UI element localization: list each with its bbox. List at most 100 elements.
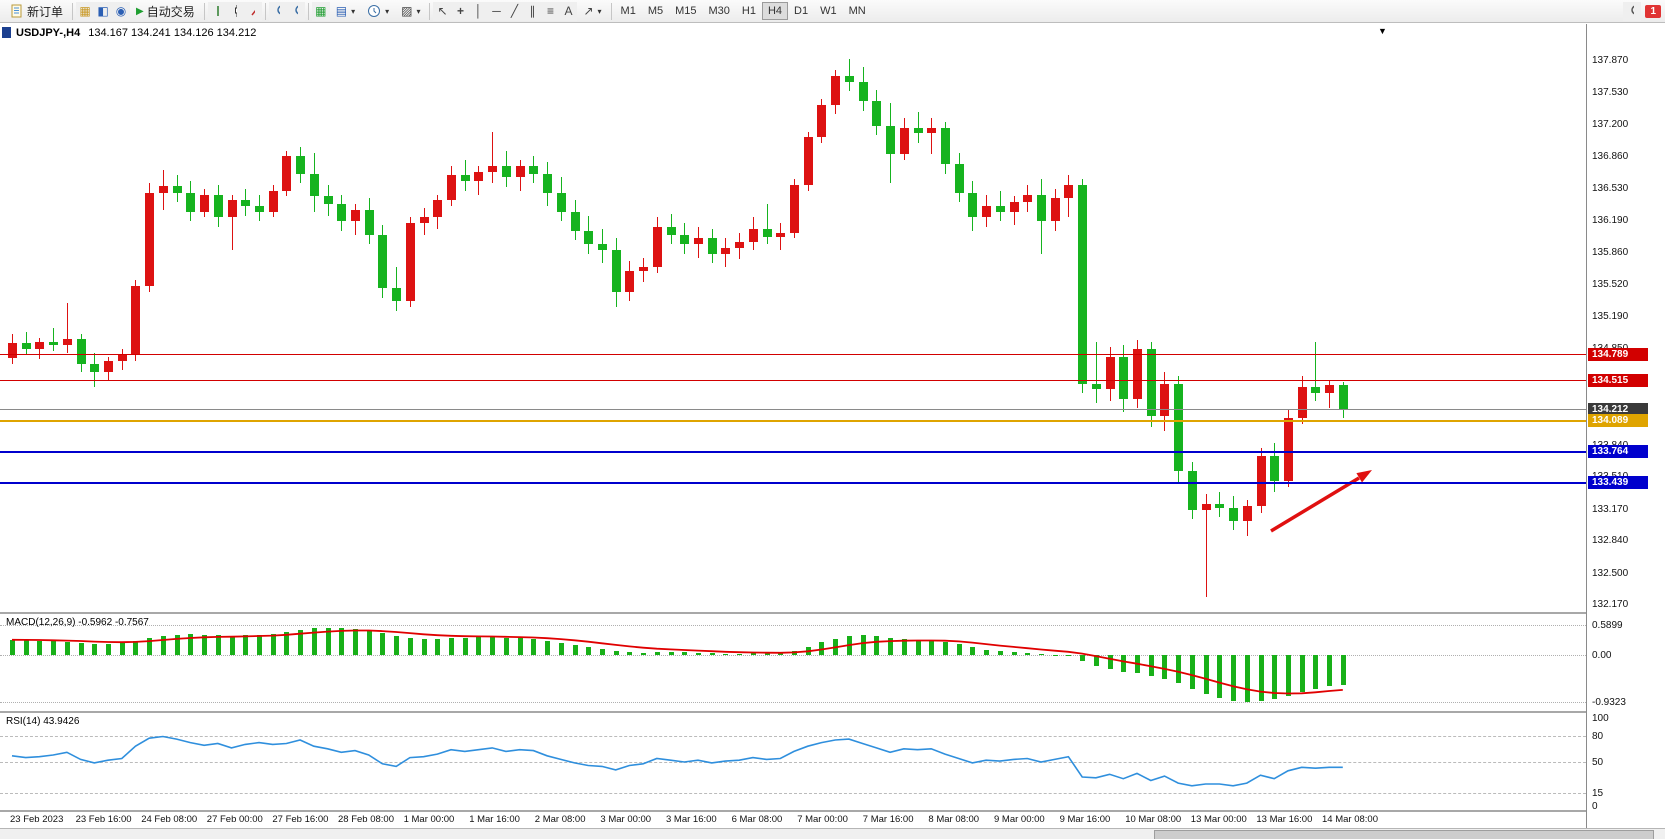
panel-divider[interactable] xyxy=(0,711,1665,713)
macd-histogram-bar xyxy=(188,634,194,655)
macd-histogram-bar xyxy=(709,653,715,655)
time-tick-label: 3 Mar 16:00 xyxy=(666,814,717,825)
panel-divider[interactable] xyxy=(0,612,1665,614)
candle-wick xyxy=(1205,494,1207,598)
candle-body xyxy=(968,192,978,218)
horizontal-level-line[interactable] xyxy=(0,450,1586,453)
data-window-button[interactable]: ◧ xyxy=(94,1,113,21)
navigator-button[interactable]: ◉ xyxy=(112,1,131,21)
candlestick-chart-button[interactable] xyxy=(225,1,244,21)
tile-windows-button[interactable]: ▦ xyxy=(311,1,330,21)
candle-body xyxy=(104,360,114,373)
trendline-button[interactable]: ╱ xyxy=(505,1,524,21)
fibonacci-button[interactable]: ≡ xyxy=(541,1,560,21)
horizontal-level-line[interactable] xyxy=(0,379,1586,381)
scrollbar-thumb[interactable] xyxy=(1154,830,1654,839)
line-chart-button[interactable] xyxy=(243,1,262,21)
macd-histogram-bar xyxy=(1272,655,1278,699)
price-tick-label: 133.170 xyxy=(1592,503,1629,515)
vertical-line-button[interactable]: │ xyxy=(469,1,488,21)
time-tick-label: 13 Mar 16:00 xyxy=(1256,814,1313,825)
auto-trading-play-icon: ▶ xyxy=(136,5,144,17)
rsi-axis-label: 0 xyxy=(1592,801,1598,812)
timeframe-m5[interactable]: M5 xyxy=(642,2,669,20)
horizontal-line-button[interactable]: ─ xyxy=(487,1,506,21)
templates-icon: ▨ xyxy=(401,4,413,18)
timeframe-m15[interactable]: M15 xyxy=(669,2,702,20)
timeframe-d1[interactable]: D1 xyxy=(788,2,814,20)
new-chart-button[interactable]: ▤ ▾ xyxy=(330,1,361,21)
candle-body xyxy=(899,127,909,155)
candle-body xyxy=(776,232,786,237)
time-axis: 23 Feb 2023 23 Feb 16:00 24 Feb 08:00 27 Fe… xyxy=(0,812,1586,828)
candle-body xyxy=(1270,456,1280,481)
horizontal-level-line[interactable] xyxy=(0,353,1586,355)
candle-body xyxy=(1160,383,1170,416)
timeframe-w1[interactable]: W1 xyxy=(814,2,843,20)
channel-icon: ∥ xyxy=(529,4,536,18)
candle-body xyxy=(831,76,841,105)
macd-histogram-bar xyxy=(407,637,413,655)
price-chart-plot[interactable] xyxy=(0,42,1586,612)
timeframe-m30[interactable]: M30 xyxy=(703,2,736,20)
macd-histogram-bar xyxy=(888,638,894,655)
time-tick-label: 10 Mar 08:00 xyxy=(1125,814,1182,825)
timeframe-m1[interactable]: M1 xyxy=(615,2,642,20)
periods-button[interactable]: ▾ xyxy=(361,1,395,21)
macd-histogram-bar xyxy=(270,633,276,655)
macd-axis-label: 0.00 xyxy=(1592,650,1612,661)
arrow-tool-icon: ↗ xyxy=(583,4,594,18)
toolbar: 新订单 ▦ ◧ ◉ ▶ 自动交易 ▦ ▤ ▾ xyxy=(0,0,1665,23)
timeframe-h1[interactable]: H1 xyxy=(736,2,762,20)
macd-histogram-bar xyxy=(1039,654,1044,656)
tile-windows-icon: ▦ xyxy=(315,4,327,18)
candle-body xyxy=(803,137,813,186)
macd-histogram-bar xyxy=(353,629,358,655)
text-tool-button[interactable]: A xyxy=(559,1,578,21)
candle-body xyxy=(1283,417,1293,481)
current-price-line[interactable] xyxy=(0,408,1586,410)
price-tick-label: 132.500 xyxy=(1592,567,1629,579)
timeframe-h4[interactable]: H4 xyxy=(761,2,789,20)
notification-badge[interactable]: 1 xyxy=(1645,4,1661,18)
zoom-out-button[interactable] xyxy=(286,1,305,21)
crosshair-button[interactable]: + xyxy=(451,1,470,21)
cursor-button[interactable]: ↖ xyxy=(433,1,452,21)
macd-histogram-bar xyxy=(737,653,743,655)
search-button[interactable] xyxy=(1623,1,1642,21)
candle-body xyxy=(158,185,168,193)
templates-button[interactable]: ▨ ▾ xyxy=(395,1,426,21)
candle-body xyxy=(501,165,511,178)
macd-histogram-bar xyxy=(10,639,15,655)
macd-histogram-bar xyxy=(133,640,139,655)
market-watch-button[interactable]: ▦ xyxy=(76,1,95,21)
macd-panel: MACD(12,26,9) -0.5962 -0.7567 xyxy=(0,615,1586,710)
macd-histogram-bar xyxy=(421,638,427,655)
candle-wick xyxy=(53,328,55,352)
horizontal-scrollbar[interactable] xyxy=(0,828,1665,839)
bar-chart-button[interactable] xyxy=(207,1,226,21)
horizontal-level-line[interactable] xyxy=(0,481,1586,484)
candle-body xyxy=(364,209,374,235)
price-level-badge: 134.089 xyxy=(1588,414,1648,428)
time-tick-label: 23 Feb 16:00 xyxy=(75,814,132,825)
timeframe-mn[interactable]: MN xyxy=(843,2,872,20)
candle-body xyxy=(748,228,758,243)
zoom-in-icon xyxy=(276,5,280,15)
channel-button[interactable]: ∥ xyxy=(523,1,542,21)
chart-symbol-title: USDJPY-,H4 xyxy=(16,26,81,39)
auto-trading-button[interactable]: ▶ 自动交易 xyxy=(130,1,201,21)
candle-body xyxy=(392,288,402,302)
time-tick-label: 8 Mar 08:00 xyxy=(928,814,980,825)
new-order-label: 新订单 xyxy=(27,4,64,19)
candle-body xyxy=(1023,194,1033,203)
candle-wick xyxy=(780,223,782,250)
macd-histogram-bar xyxy=(874,636,880,655)
quick-menu-triangle-icon[interactable]: ▼ xyxy=(1378,26,1387,36)
price-tick-label: 136.530 xyxy=(1592,182,1629,194)
horizontal-level-line[interactable] xyxy=(0,419,1586,422)
new-order-button[interactable]: 新订单 xyxy=(4,1,69,21)
zoom-in-button[interactable] xyxy=(268,1,287,21)
clock-icon xyxy=(368,5,381,17)
arrows-tool-button[interactable]: ↗ ▾ xyxy=(577,1,607,21)
